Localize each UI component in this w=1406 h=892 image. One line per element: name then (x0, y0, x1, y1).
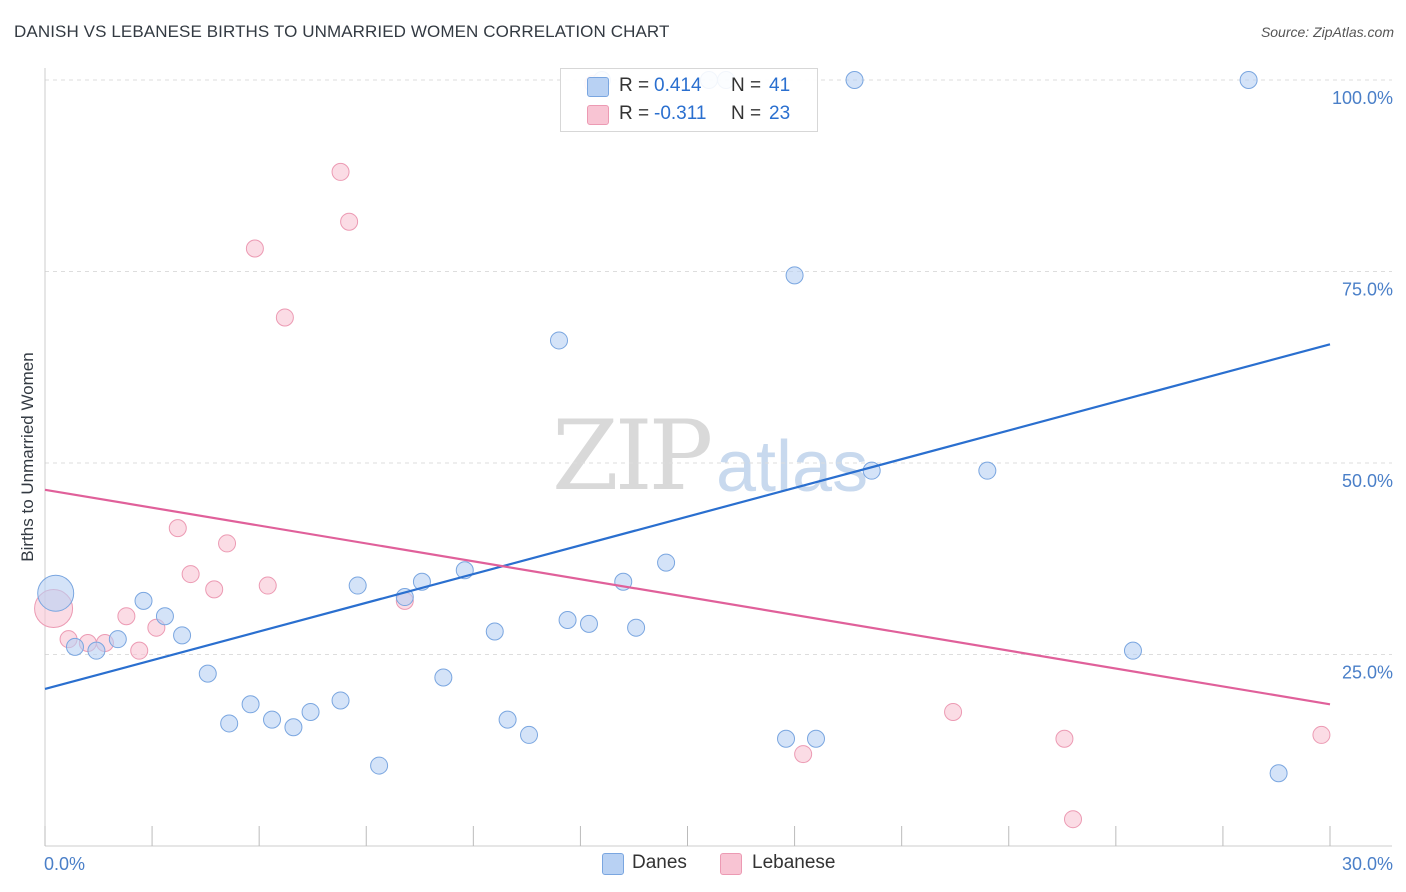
gridlines (45, 79, 1392, 655)
r-label: R = (619, 103, 650, 124)
lebanese-point (117, 607, 136, 626)
danes-point (485, 622, 504, 641)
lebanese-legend-label: Lebanese (752, 852, 836, 873)
lebanese-point (275, 308, 294, 327)
danes-points (37, 71, 1288, 783)
danes-point (1239, 71, 1258, 89)
danes-point (108, 630, 127, 649)
lebanese-point (258, 576, 277, 595)
series-legend: Danes Lebanese (600, 852, 900, 878)
danes-point (241, 695, 260, 714)
r-label: R = (619, 75, 650, 96)
legend-row-lebanese: R = -0.311 N = 23 (561, 101, 817, 129)
danes-point (198, 664, 217, 683)
danes-point (173, 626, 192, 645)
danes-point (498, 710, 517, 729)
danes-point (301, 702, 320, 721)
danes-point (550, 331, 568, 350)
lebanese-legend-swatch (720, 853, 742, 875)
lebanese-point (168, 519, 187, 538)
danes-trend-line (44, 343, 1331, 691)
danes-point (777, 729, 796, 748)
danes-point (1123, 641, 1142, 660)
y-tick-label: 25.0% (1342, 663, 1393, 683)
danes-point (978, 461, 997, 480)
n-label: N = (731, 75, 762, 96)
danes-point (263, 710, 282, 729)
danes-point (87, 641, 106, 660)
danes-legend-label: Danes (632, 852, 687, 873)
n-value-lebanese: 23 (769, 103, 791, 124)
x-tick-label-min: 0.0% (44, 854, 85, 874)
lebanese-point (181, 565, 200, 584)
danes-point (1269, 764, 1288, 783)
danes-point (155, 607, 174, 626)
lebanese-swatch (587, 105, 609, 125)
source-credit: Source: ZipAtlas.com (1260, 24, 1394, 40)
lebanese-point (340, 212, 359, 231)
danes-legend-swatch (602, 853, 624, 875)
lebanese-point (205, 580, 224, 599)
x-tick-label-max: 30.0% (1342, 854, 1393, 874)
y-tick-label: 100.0% (1332, 88, 1393, 108)
danes-point (331, 691, 350, 710)
lebanese-point (1055, 729, 1074, 748)
axes (44, 68, 1392, 847)
danes-point (845, 71, 864, 89)
lebanese-trend-line (44, 488, 1331, 706)
correlation-legend: R = 0.414 N = 41 R = -0.311 N = 23 (560, 68, 818, 132)
danes-point (579, 614, 598, 633)
danes-point (558, 611, 577, 630)
danes-point (785, 266, 804, 285)
danes-point (37, 574, 75, 612)
lebanese-point (1312, 725, 1331, 744)
legend-row-danes: R = 0.414 N = 41 (561, 73, 817, 101)
lebanese-point (944, 702, 963, 721)
danes-swatch (587, 77, 609, 97)
lebanese-point (794, 745, 813, 764)
trend-lines (44, 343, 1331, 706)
danes-point (220, 714, 239, 733)
lebanese-point (130, 641, 149, 660)
lebanese-point (245, 239, 264, 258)
chart-title: DANISH VS LEBANESE BIRTHS TO UNMARRIED W… (14, 22, 670, 41)
r-value-danes: 0.414 (654, 75, 702, 96)
danes-point (370, 756, 389, 775)
watermark-zip: ZIP (552, 400, 713, 512)
danes-point (657, 553, 676, 572)
danes-point (284, 718, 303, 737)
danes-point (807, 729, 825, 748)
y-tick-label: 50.0% (1342, 471, 1393, 491)
watermark-atlas: atlas (716, 427, 869, 507)
danes-point (348, 576, 367, 595)
danes-point (520, 725, 539, 744)
danes-point (65, 637, 84, 656)
lebanese-point (331, 162, 350, 181)
danes-point (134, 591, 153, 610)
lebanese-point (218, 534, 237, 553)
danes-point (434, 668, 453, 687)
danes-point (627, 618, 646, 637)
n-value-danes: 41 (769, 75, 791, 96)
y-tick-label: 75.0% (1342, 280, 1393, 300)
r-value-lebanese: -0.311 (654, 103, 707, 124)
n-label: N = (731, 103, 762, 124)
lebanese-point (1064, 810, 1082, 829)
tick-labels: 25.0% 50.0% 75.0% 100.0% 0.0% 30.0% (44, 88, 1393, 874)
